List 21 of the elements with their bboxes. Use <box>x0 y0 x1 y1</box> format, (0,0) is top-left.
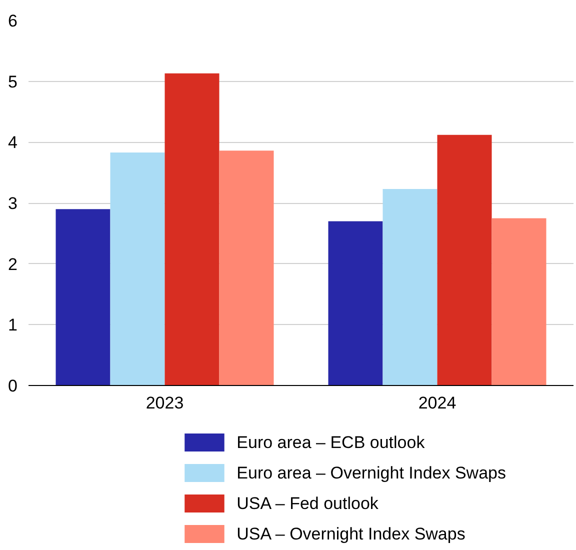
bar <box>492 218 546 386</box>
bar <box>219 150 274 386</box>
bar <box>437 134 492 386</box>
y-tick-label: 5 <box>8 72 18 92</box>
y-tick-label: 4 <box>8 133 18 152</box>
bar <box>56 209 110 386</box>
y-tick-label: 2 <box>8 254 18 274</box>
bar <box>164 73 220 386</box>
bar <box>110 152 165 386</box>
legend-label: USA – Fed outlook <box>236 494 379 513</box>
legend-label: Euro area – ECB outlook <box>236 433 426 452</box>
legend-label: USA – Overnight Index Swaps <box>236 524 466 544</box>
y-tick-label: 0 <box>8 376 18 396</box>
y-tick-label: 1 <box>8 316 18 335</box>
x-tick-label: 2024 <box>418 394 456 412</box>
y-tick-label: 6 <box>8 12 18 30</box>
legend-label: Euro area – Overnight Index Swaps <box>236 464 506 482</box>
bar <box>328 221 383 386</box>
x-tick-label: 2023 <box>146 394 184 412</box>
bar <box>382 189 438 386</box>
y-tick-label: 3 <box>8 194 18 213</box>
